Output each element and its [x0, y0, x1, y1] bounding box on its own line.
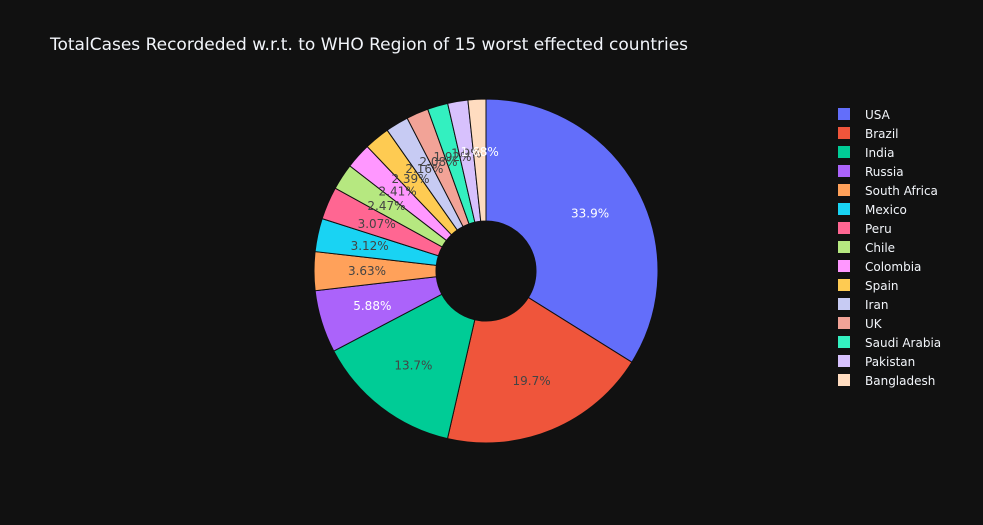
slice-label-uk: 2.08%	[419, 155, 457, 169]
pie-slices	[313, 98, 659, 444]
slice-label-saudi-arabia: 1.92%	[433, 150, 471, 164]
slice-label-peru: 3.07%	[358, 217, 396, 231]
legend-label: South Africa	[865, 184, 938, 198]
slice-label-india: 13.7%	[394, 358, 432, 372]
legend-label: Bangladesh	[865, 374, 935, 388]
legend-label: Colombia	[865, 260, 921, 274]
legend-swatch	[838, 279, 850, 291]
legend-label: Chile	[865, 241, 895, 255]
slice-label-mexico: 3.12%	[351, 239, 389, 253]
legend-swatch	[838, 108, 850, 120]
legend-swatch	[838, 222, 850, 234]
legend-label: Spain	[865, 279, 899, 293]
legend-label: Russia	[865, 165, 904, 179]
pie-slice-bangladesh[interactable]	[467, 98, 487, 222]
legend-swatch	[838, 184, 850, 196]
legend-swatch	[838, 260, 850, 272]
legend-item-saudi-arabia[interactable]: Saudi Arabia	[838, 336, 941, 350]
legend-item-india[interactable]: India	[838, 146, 894, 160]
slice-label-iran: 2.16%	[405, 162, 443, 176]
legend-item-bangladesh[interactable]: Bangladesh	[838, 374, 935, 388]
legend-swatch	[838, 241, 850, 253]
legend-item-uk[interactable]: UK	[838, 317, 883, 331]
legend-swatch	[838, 317, 850, 329]
legend-item-iran[interactable]: Iran	[838, 298, 888, 312]
legend-label: UK	[865, 317, 883, 331]
slice-label-spain: 2.39%	[391, 172, 429, 186]
pie-slice-india[interactable]	[333, 293, 476, 440]
legend-label: Iran	[865, 298, 888, 312]
legend-item-pakistan[interactable]: Pakistan	[838, 355, 915, 369]
slice-label-russia: 5.88%	[353, 299, 391, 313]
legend-label: Saudi Arabia	[865, 336, 941, 350]
legend-item-mexico[interactable]: Mexico	[838, 203, 907, 217]
legend-swatch	[838, 374, 850, 386]
legend-item-usa[interactable]: USA	[838, 108, 891, 122]
legend: USA Brazil India Russia South Africa Mexico Pe…	[838, 108, 941, 388]
legend-label: Peru	[865, 222, 892, 236]
legend-label: Mexico	[865, 203, 907, 217]
legend-swatch	[838, 127, 850, 139]
legend-label: Pakistan	[865, 355, 915, 369]
legend-item-south-africa[interactable]: South Africa	[838, 184, 938, 198]
slice-label-south-africa: 3.63%	[348, 264, 386, 278]
pie-slice-brazil[interactable]	[446, 296, 633, 444]
legend-label: USA	[865, 108, 891, 122]
slice-label-bangladesh: 1.68%	[461, 145, 499, 159]
legend-swatch	[838, 355, 850, 367]
legend-item-brazil[interactable]: Brazil	[838, 127, 899, 141]
legend-item-colombia[interactable]: Colombia	[838, 260, 921, 274]
pie-labels: 33.9% 19.7% 13.7% 5.88% 3.63% 3.12% 3.07% 2.47%…	[348, 145, 609, 388]
slice-label-pakistan: 1.9%	[451, 147, 482, 161]
legend-item-spain[interactable]: Spain	[838, 279, 899, 293]
legend-swatch	[838, 165, 850, 177]
legend-swatch	[838, 298, 850, 310]
legend-item-chile[interactable]: Chile	[838, 241, 895, 255]
slice-label-brazil: 19.7%	[513, 374, 551, 388]
legend-swatch	[838, 146, 850, 158]
slice-label-colombia: 2.41%	[379, 184, 417, 198]
legend-item-russia[interactable]: Russia	[838, 165, 904, 179]
chart-title: TotalCases Recordeded w.r.t. to WHO Regi…	[49, 35, 688, 55]
legend-label: Brazil	[865, 127, 899, 141]
legend-item-peru[interactable]: Peru	[838, 222, 892, 236]
slice-label-chile: 2.47%	[367, 199, 405, 213]
legend-swatch	[838, 336, 850, 348]
pie-slice-usa[interactable]	[485, 98, 659, 363]
legend-swatch	[838, 203, 850, 215]
legend-label: India	[865, 146, 894, 160]
slice-label-usa: 33.9%	[571, 206, 609, 220]
